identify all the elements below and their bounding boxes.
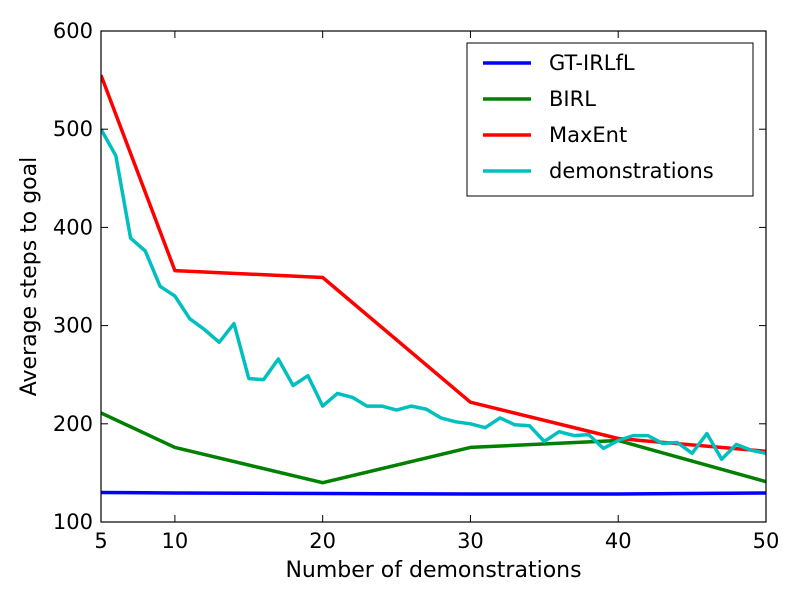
y-tick-label: 500 [53,117,93,141]
series-line-maxent [101,74,766,454]
y-tick-label: 300 [53,314,93,338]
x-tick-label: 30 [457,529,484,553]
x-tick-label: 40 [605,529,632,553]
y-tick-label: 100 [53,510,93,534]
series-line-birl [101,411,766,485]
x-axis-label: Number of demonstrations [285,558,581,583]
y-tick-label: 400 [53,215,93,239]
legend-label: GT-IRLfL [549,51,635,75]
y-axis-label: Average steps to goal [17,157,42,396]
legend: GT-IRLfL BIRL MaxEnt demonstrations [466,42,754,197]
axis-ticks: 5 10 20 30 40 50 100 200 300 400 500 600 [53,19,779,553]
plot-area [101,74,766,496]
x-tick-label: 20 [309,529,336,553]
plot-frame [100,30,767,523]
legend-label: demonstrations [549,159,714,183]
x-tick-label: 10 [162,529,189,553]
series-line-gt-irlfl [101,490,766,496]
x-tick-label: 50 [753,529,780,553]
y-tick-label: 600 [53,19,93,43]
x-tick-label: 5 [94,529,107,553]
y-tick-label: 200 [53,412,93,436]
legend-label: MaxEnt [549,123,627,147]
legend-label: BIRL [549,87,596,111]
series-line-demonstrations [101,128,766,461]
